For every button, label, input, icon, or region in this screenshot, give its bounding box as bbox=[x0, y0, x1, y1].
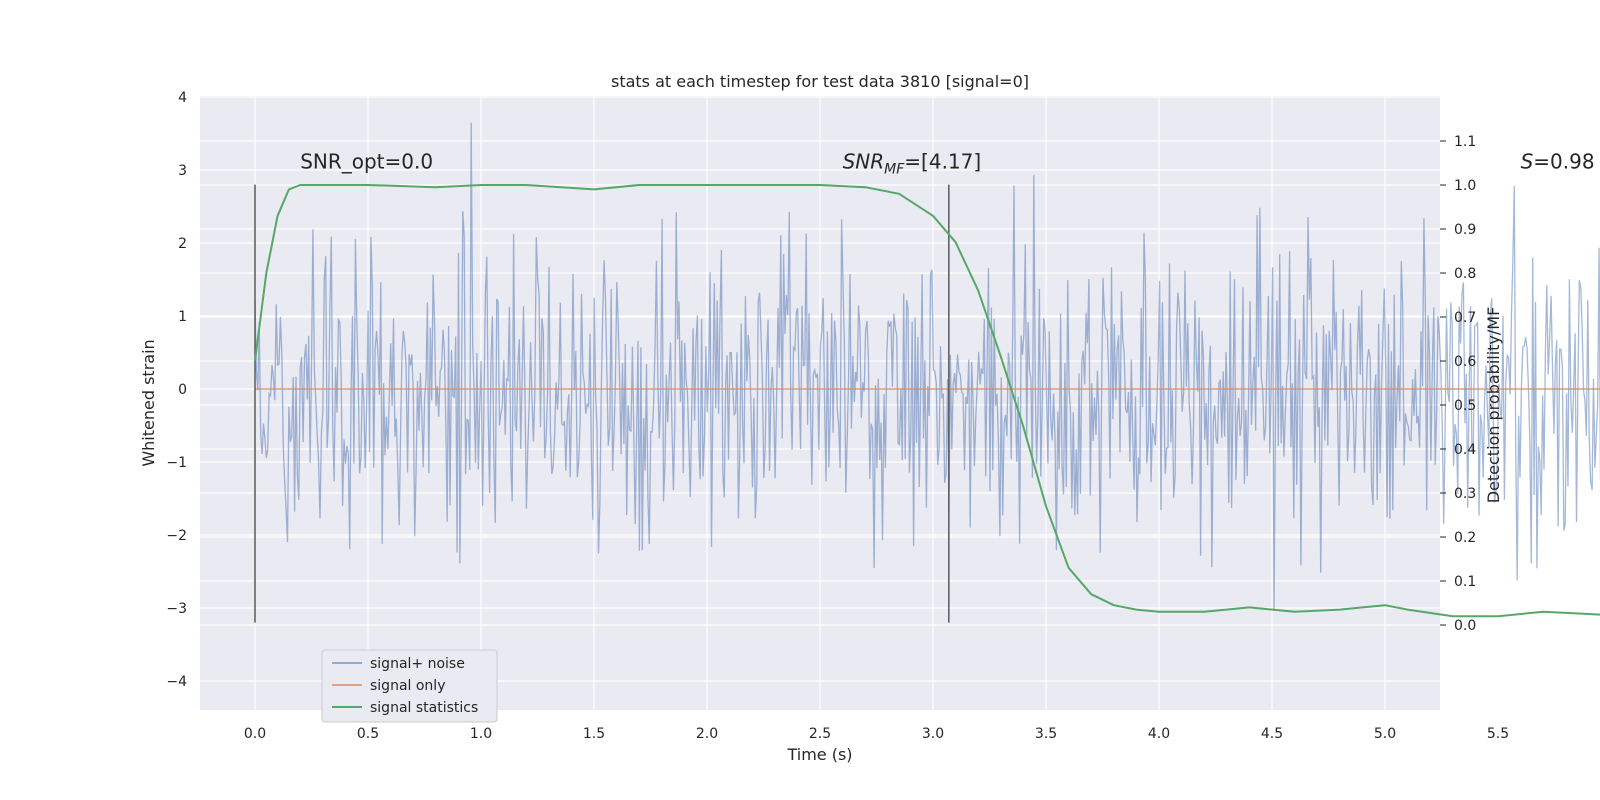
x-tick-label-6: 3.0 bbox=[922, 726, 944, 742]
y2-tick-label-9: 0.9 bbox=[1454, 222, 1476, 238]
y2-tick-label-6: 0.6 bbox=[1454, 354, 1476, 370]
vertical-markers bbox=[254, 184, 950, 623]
y2-axis-title: Detection probability/MF bbox=[1484, 307, 1503, 504]
y-tick-label-1: −3 bbox=[166, 601, 187, 617]
y2-tick-label-5: 0.5 bbox=[1454, 398, 1476, 414]
x-tick-label-11: 5.5 bbox=[1487, 726, 1509, 742]
y-tick-label-2: −2 bbox=[166, 528, 187, 544]
y-tick-label-5: 1 bbox=[178, 309, 187, 325]
x-tick-label-4: 2.0 bbox=[696, 726, 718, 742]
y2-tick-label-2: 0.2 bbox=[1454, 530, 1476, 546]
annotation-1: SNRMF=[4.17] bbox=[843, 150, 982, 178]
annotation-0: SNR_opt=0.0 bbox=[300, 150, 433, 174]
legend-label-signal-statistics: signal statistics bbox=[370, 700, 478, 716]
legend-label-signal-only: signal only bbox=[370, 678, 445, 694]
x-tick-label-2: 1.0 bbox=[470, 726, 492, 742]
y-tick-label-7: 3 bbox=[178, 163, 187, 179]
y-tick-label-6: 2 bbox=[178, 236, 187, 252]
y2-tick-label-3: 0.3 bbox=[1454, 486, 1476, 502]
y2-tick-label-10: 1.0 bbox=[1454, 178, 1476, 194]
y-tick-label-8: 4 bbox=[178, 90, 187, 106]
y2-tick-label-4: 0.4 bbox=[1454, 442, 1476, 458]
x-tick-label-8: 4.0 bbox=[1148, 726, 1170, 742]
x-tick-label-5: 2.5 bbox=[809, 726, 831, 742]
x-tick-label-7: 3.5 bbox=[1035, 726, 1057, 742]
annotation-2: S=0.98 bbox=[1521, 150, 1595, 174]
legend-label-signal-noise: signal+ noise bbox=[370, 656, 465, 672]
y2-tick-label-1: 0.1 bbox=[1454, 574, 1476, 590]
chart-title: stats at each timestep for test data 381… bbox=[611, 72, 1029, 91]
y2-tick-label-11: 1.1 bbox=[1454, 134, 1476, 150]
legend-box bbox=[321, 649, 498, 723]
x-tick-label-10: 5.0 bbox=[1374, 726, 1396, 742]
y-tick-label-4: 0 bbox=[178, 382, 187, 398]
series-signal-statistics bbox=[254, 184, 1600, 618]
y-tick-label-0: −4 bbox=[166, 674, 187, 690]
x-tick-label-1: 0.5 bbox=[357, 726, 379, 742]
y2-tick-label-8: 0.8 bbox=[1454, 266, 1476, 282]
x-tick-label-0: 0.0 bbox=[244, 726, 266, 742]
x-tick-label-9: 4.5 bbox=[1261, 726, 1283, 742]
y2-tick-label-7: 0.7 bbox=[1454, 310, 1476, 326]
x-axis-title: Time (s) bbox=[786, 745, 852, 764]
signal-statistics-curve bbox=[254, 184, 1600, 618]
axes: 0.00.51.01.52.02.53.03.54.04.55.05.56.06… bbox=[166, 90, 1600, 742]
y-tick-label-3: −1 bbox=[166, 455, 187, 471]
y-axis-title: Whitened strain bbox=[139, 339, 158, 466]
y2-tick-label-0: 0.0 bbox=[1454, 618, 1476, 634]
x-tick-label-3: 1.5 bbox=[583, 726, 605, 742]
legend: signal+ noise signal only signal statist… bbox=[321, 649, 498, 723]
